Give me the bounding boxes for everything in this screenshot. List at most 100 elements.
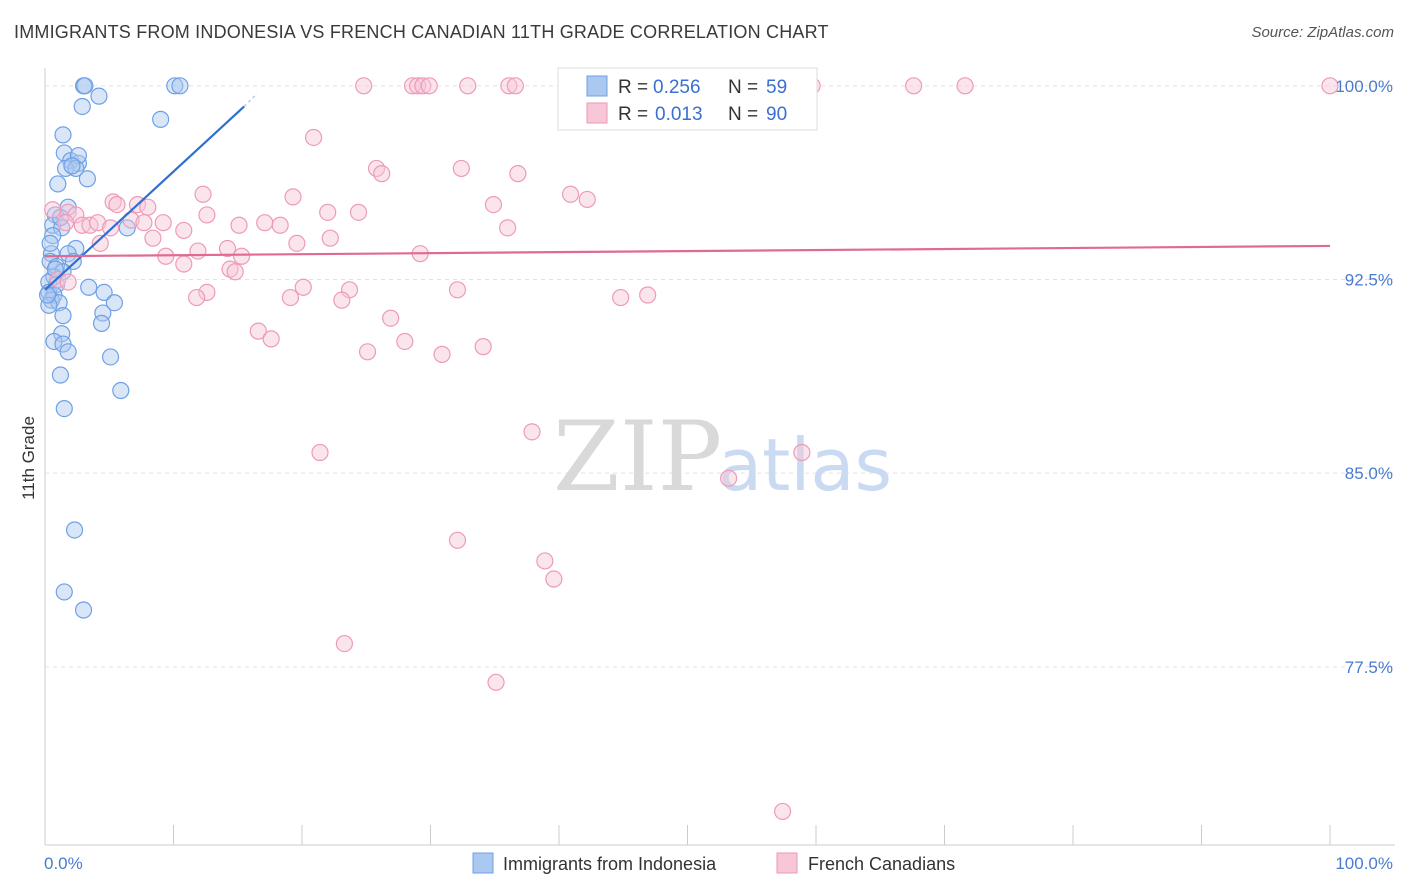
french-canadian-point-62 [59, 273, 77, 291]
legend-swatch-indonesia [586, 75, 608, 97]
indonesia-point-7 [54, 126, 72, 144]
french-canadian-point-69 [333, 291, 351, 309]
french-canadian-point-80 [523, 423, 541, 441]
french-canadian-point-66 [198, 283, 216, 302]
indonesia-point-53 [74, 601, 93, 619]
y-axis-title: 11th Grade [19, 416, 38, 500]
watermark: ZIP atlas [553, 401, 892, 513]
french-canadian-point-0 [355, 77, 373, 95]
watermark-zip: ZIP [553, 401, 722, 513]
indonesia-trend-line [44, 105, 245, 291]
french-canadian-point-7 [506, 77, 524, 95]
french-canadian-point-37 [56, 214, 75, 232]
indonesia-trend-extension [243, 93, 258, 108]
legend-r-label-indonesia: R = [618, 77, 648, 98]
data-points [38, 77, 1339, 821]
french-canadian-point-42 [154, 214, 172, 232]
indonesia-point-42 [92, 314, 111, 332]
indonesia-point-2 [166, 77, 184, 95]
french-canadian-point-56 [233, 247, 251, 265]
french-canadian-point-16 [1321, 77, 1339, 95]
french-canadian-point-77 [433, 345, 451, 363]
french-canadian-point-75 [396, 332, 414, 351]
indonesia-point-50 [55, 400, 73, 418]
french-canadian-point-18 [367, 159, 386, 178]
french-canadian-point-50 [321, 229, 339, 247]
french-canadian-point-23 [284, 188, 302, 206]
french-canadian-point-78 [474, 338, 492, 356]
french-canadian-point-43 [230, 216, 248, 234]
indonesia-point-48 [51, 366, 70, 384]
french-canadian-point-88 [773, 802, 792, 821]
french-canadian-point-65 [448, 281, 467, 299]
indonesia-point-20 [118, 219, 136, 237]
indonesia-point-54 [38, 286, 57, 304]
indonesia-point-14 [78, 170, 97, 188]
indonesia-point-1 [76, 77, 94, 95]
indonesia-point-52 [55, 583, 73, 601]
x-tick-label-min: 0.0% [44, 854, 83, 873]
series-legend: Immigrants from Indonesia French Canadia… [472, 852, 955, 874]
french-canadian-point-45 [271, 216, 289, 234]
french-canadian-point-54 [189, 242, 207, 260]
stats-legend: R = 0.256 N = 59 R = 0.013 N = 90 [557, 67, 818, 131]
french-canadian-point-15 [956, 77, 974, 95]
y-tick-label-1: 92.5% [1345, 270, 1393, 289]
french-canadian-point-20 [452, 159, 470, 178]
indonesia-point-41 [54, 307, 72, 325]
french-canadian-point-84 [536, 552, 554, 570]
french-canadian-point-81 [793, 443, 811, 462]
french-canadian-point-17 [304, 128, 323, 147]
axes [44, 68, 1395, 846]
indonesia-point-51 [65, 521, 84, 539]
french-canadian-point-76 [358, 343, 377, 361]
french-canadian-point-85 [545, 570, 563, 588]
y-tick-label-2: 85.0% [1345, 464, 1393, 483]
french-canadian-point-33 [198, 206, 216, 224]
legend-r-label-french-canadians: R = [618, 104, 648, 125]
y-tick-label-0: 100.0% [1335, 77, 1393, 96]
indonesia-point-33 [95, 283, 113, 302]
chart-source: Source: ZipAtlas.com [1251, 24, 1394, 41]
x-tick-label-max: 100.0% [1335, 854, 1393, 873]
french-canadian-point-71 [639, 286, 657, 304]
legend-n-label-indonesia: N = [728, 77, 758, 98]
french-canadian-point-67 [188, 288, 206, 307]
french-canadian-point-44 [256, 214, 274, 232]
indonesia-point-5 [73, 97, 91, 116]
french-canadian-point-58 [175, 255, 193, 273]
series-legend-label-indonesia: Immigrants from Indonesia [503, 854, 717, 874]
french-canadian-point-60 [226, 263, 244, 281]
indonesia-point-46 [59, 343, 77, 361]
series-legend-swatch-indonesia [472, 852, 494, 874]
indonesia-point-55 [41, 234, 59, 252]
indonesia-point-3 [171, 77, 189, 95]
french-canadian-point-47 [499, 219, 517, 237]
indonesia-point-47 [101, 348, 120, 366]
french-canadian-point-3 [414, 77, 432, 95]
french-canadian-point-79 [311, 443, 329, 462]
indonesia-point-32 [80, 278, 98, 296]
indonesia-point-49 [112, 381, 130, 400]
french-canadian-point-83 [448, 531, 467, 549]
french-canadian-point-89 [44, 201, 62, 219]
french-canadian-point-35 [349, 203, 368, 221]
trend-lines [44, 93, 1331, 291]
legend-n-value-indonesia: 59 [766, 77, 787, 98]
french-canadian-point-72 [382, 309, 400, 327]
french-canadian-point-22 [194, 185, 212, 203]
indonesia-point-4 [90, 87, 108, 105]
legend-r-value-indonesia: 0.256 [653, 77, 701, 98]
indonesia-point-57 [63, 157, 81, 175]
french-canadian-point-25 [578, 190, 596, 209]
french-canadian-point-87 [487, 673, 505, 691]
indonesia-point-27 [64, 252, 82, 271]
french-canadian-trend-line [44, 244, 1331, 258]
french-canadian-point-51 [91, 234, 109, 252]
french-canadian-point-19 [373, 165, 391, 183]
french-canadian-point-36 [122, 211, 140, 229]
indonesia-point-38 [105, 294, 123, 312]
french-canadian-point-41 [135, 214, 153, 232]
french-canadian-point-4 [420, 77, 438, 95]
